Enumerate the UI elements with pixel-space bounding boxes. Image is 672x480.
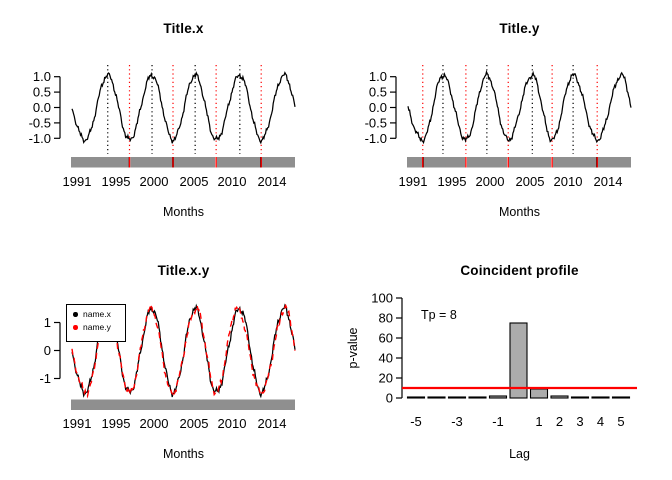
svg-text:1.0: 1.0 <box>33 69 51 84</box>
svg-text:3: 3 <box>576 414 583 429</box>
svg-text:2005: 2005 <box>180 416 209 431</box>
tp-annotation: Tp = 8 <box>421 308 457 322</box>
svg-text:2005: 2005 <box>516 174 545 189</box>
svg-text:2: 2 <box>556 414 563 429</box>
svg-text:0.5: 0.5 <box>369 85 387 100</box>
svg-text:-0.5: -0.5 <box>365 115 387 130</box>
svg-text:1: 1 <box>535 414 542 429</box>
svg-text:1995: 1995 <box>102 416 131 431</box>
svg-text:2010: 2010 <box>218 416 247 431</box>
svg-text:60: 60 <box>379 331 393 346</box>
legend: name.x name.y <box>66 304 126 342</box>
svg-text:20: 20 <box>379 371 393 386</box>
legend-item-name-x: name.x <box>67 308 125 321</box>
x-axis-label: Months <box>163 205 204 219</box>
svg-text:0.0: 0.0 <box>33 100 51 115</box>
y-axis-label: p-value <box>346 327 360 369</box>
svg-text:-1: -1 <box>492 414 504 429</box>
plot-title-x: 1.0 0.5 0.0 -0.5 -1.0 1991 1995 2000 2005 2010 201… <box>0 0 336 240</box>
svg-text:0.0: 0.0 <box>369 100 387 115</box>
svg-text:1.0: 1.0 <box>369 69 387 84</box>
svg-text:1991: 1991 <box>399 174 428 189</box>
svg-text:5: 5 <box>617 414 624 429</box>
svg-text:2014: 2014 <box>594 174 623 189</box>
svg-text:2000: 2000 <box>476 174 505 189</box>
svg-text:-0.5: -0.5 <box>29 115 51 130</box>
plot-title: Title.x.y <box>157 263 210 278</box>
plot-title: Title.x <box>163 21 204 36</box>
legend-item-name-y: name.y <box>67 321 125 334</box>
plot-title: Title.y <box>499 21 540 36</box>
svg-text:0.5: 0.5 <box>33 85 51 100</box>
svg-text:-1.0: -1.0 <box>365 131 387 146</box>
svg-text:-5: -5 <box>410 414 422 429</box>
svg-text:2010: 2010 <box>218 174 247 189</box>
x-axis-label: Lag <box>509 447 530 461</box>
plot-title: Coincident profile <box>460 263 579 278</box>
svg-text:0: 0 <box>44 343 51 358</box>
x-axis-label: Months <box>163 447 204 461</box>
legend-label: name.x <box>83 309 111 319</box>
svg-text:2005: 2005 <box>180 174 209 189</box>
svg-text:-1: -1 <box>39 371 51 386</box>
title-x-plot-canvas: 1.00.50.0-0.5-1.0 1991 1995 2000 2005 2010 201… <box>29 65 296 189</box>
svg-text:4: 4 <box>597 414 604 429</box>
svg-text:2000: 2000 <box>140 174 169 189</box>
x-axis-label: Months <box>499 205 540 219</box>
svg-text:-3: -3 <box>451 414 463 429</box>
svg-text:100: 100 <box>371 291 393 306</box>
svg-text:1995: 1995 <box>438 174 467 189</box>
black-dot-icon <box>73 312 78 317</box>
svg-text:1995: 1995 <box>102 174 131 189</box>
red-dot-icon <box>73 325 78 330</box>
plot-title-y: 1.0 0.5 0.0 -0.5 -1.0 1991 1995 2000 2005 2010 201… <box>336 0 672 240</box>
svg-text:2000: 2000 <box>140 416 169 431</box>
plot-coincident-profile: 0 20 40 60 80 100 -5 -3 -1 1 2 3 4 5 Coincident profi… <box>336 240 672 480</box>
svg-text:1: 1 <box>44 315 51 330</box>
svg-text:-1.0: -1.0 <box>29 131 51 146</box>
svg-text:2010: 2010 <box>554 174 583 189</box>
plot-title-x-y: 1 0 -1 1991 1995 2000 2005 2010 2014 Title.x.y M… <box>0 240 336 480</box>
svg-text:2014: 2014 <box>258 174 287 189</box>
svg-text:2014: 2014 <box>258 416 287 431</box>
svg-text:40: 40 <box>379 351 393 366</box>
svg-text:1991: 1991 <box>63 174 92 189</box>
legend-label: name.y <box>83 322 111 332</box>
svg-text:80: 80 <box>379 311 393 326</box>
svg-text:1991: 1991 <box>63 416 92 431</box>
coincident-profile-plot-canvas: 0 20 40 60 80 100 -5 -3 -1 1 2 3 4 5 <box>371 291 637 429</box>
title-y-plot-canvas: 1.00.50.0-0.5-1.0 1991 1995 2000 2005 2010 201… <box>365 65 632 189</box>
svg-text:0: 0 <box>386 391 393 406</box>
